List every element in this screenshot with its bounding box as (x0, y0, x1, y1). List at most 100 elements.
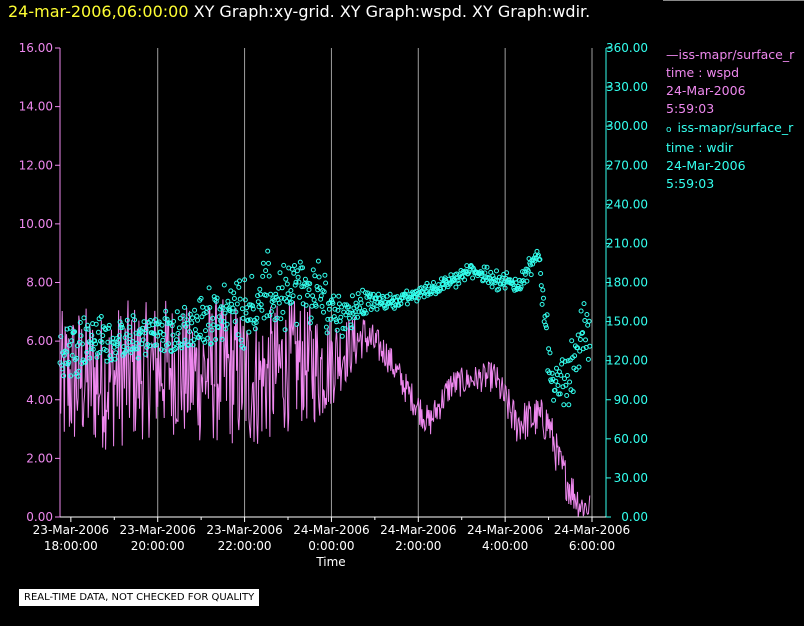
x-tick-time: 20:00:00 (131, 539, 185, 553)
wdir-point (455, 278, 461, 283)
wdir-point (481, 264, 487, 270)
wdir-point (282, 327, 288, 333)
x-tick-date: 24-Mar-2006 (554, 523, 630, 537)
y-left-tick-label: 6.00 (26, 334, 53, 348)
wdir-point (112, 356, 118, 362)
wdir-point (213, 298, 219, 304)
wdir-point (74, 343, 80, 349)
wdir-point (77, 320, 83, 325)
y-right-tick-label: 330.00 (606, 80, 648, 94)
wdir-point (61, 373, 67, 379)
wdir-point (209, 327, 215, 333)
wdir-point (540, 287, 546, 293)
wdir-point (100, 333, 106, 339)
wdir-point (453, 284, 459, 290)
wdir-point (293, 279, 299, 285)
wdir-point (194, 313, 200, 319)
wdir-point (448, 272, 454, 278)
chart-grid (157, 48, 593, 517)
wdir-point (323, 280, 329, 286)
x-axis-title: Time (315, 555, 345, 569)
wdir-point (570, 389, 576, 395)
wdir-point (239, 306, 245, 312)
wdir-point (237, 296, 243, 302)
wdir-point (124, 317, 130, 323)
wdir-point (582, 318, 588, 323)
wdir-point (312, 273, 318, 279)
wdir-point (273, 291, 279, 297)
wdir-point (79, 341, 85, 347)
legend-wspd-date: 24-Mar-2006 (666, 83, 746, 98)
wdir-point (93, 321, 99, 327)
wdir-point (158, 347, 164, 353)
wdir-point (134, 346, 140, 352)
wdir-point (288, 288, 294, 293)
wdir-point (242, 297, 248, 303)
wdir-point (231, 290, 237, 296)
wdir-point (368, 291, 373, 297)
wdir-point (564, 373, 570, 378)
wdir-point (74, 355, 80, 361)
wdir-point (553, 378, 559, 384)
wdir-point (333, 317, 339, 322)
wdir-point (362, 290, 368, 296)
legend-wdir-date: 24-Mar-2006 (666, 158, 746, 173)
wdir-point (538, 283, 544, 289)
x-tick-date: 23-Mar-2006 (33, 523, 109, 537)
wdir-point (207, 305, 213, 310)
wdir-point (163, 308, 169, 314)
wdir-point (225, 298, 231, 304)
wdir-point (58, 334, 64, 339)
wdir-point (319, 303, 325, 309)
y-left-tick-label: 16.00 (19, 41, 53, 55)
y-right-tick-label: 300.00 (606, 119, 648, 133)
wdir-point (240, 315, 246, 321)
legend-wspd: —iss-mapr/surface_r time : wspd 24-Mar-2… (666, 46, 794, 118)
wdir-point (219, 336, 225, 342)
wdir-point (119, 322, 124, 328)
wdir-point (134, 340, 140, 346)
wdir-point (561, 402, 567, 408)
wdir-point (549, 370, 555, 376)
wdir-point (528, 272, 534, 278)
wdir-point (404, 288, 410, 294)
title-graphs: XY Graph:xy-grid. XY Graph:wspd. XY Grap… (193, 2, 591, 21)
wdir-point (322, 272, 328, 278)
y-left-tick-label: 2.00 (26, 451, 53, 465)
wdir-point (439, 281, 445, 287)
wdir-point (584, 312, 590, 317)
wdir-point (195, 317, 200, 323)
wdir-point (328, 316, 334, 322)
wdir-point (64, 349, 69, 355)
wdir-point (300, 265, 305, 271)
wdir-point (265, 248, 271, 254)
wdir-point (128, 350, 134, 355)
wdir-point (577, 348, 583, 354)
wdir-point (243, 310, 249, 316)
y-right-tick-label: 150.00 (606, 315, 648, 329)
wdir-point (554, 365, 559, 371)
wdir-point (317, 285, 323, 291)
wdir-point (268, 291, 274, 297)
wdir-point (295, 274, 301, 280)
wdir-point (340, 325, 346, 331)
wdir-point (236, 284, 242, 290)
wdir-point (339, 333, 345, 339)
wdir-point (387, 291, 393, 297)
wdir-point (334, 327, 340, 333)
x-tick-date: 23-Mar-2006 (206, 523, 282, 537)
legend-wdir-time: 5:59:03 (666, 176, 715, 191)
wdir-point (324, 330, 330, 336)
wdir-point (303, 302, 309, 308)
legend-wdir-series: time : wdir (666, 140, 734, 155)
x-tick-time: 0:00:00 (308, 539, 354, 553)
wdir-point (573, 367, 579, 373)
wdir-point (190, 342, 196, 348)
wdir-point (525, 268, 531, 274)
wdir-point (562, 376, 567, 382)
wdir-point (330, 300, 336, 306)
quality-notice: REAL-TIME DATA, NOT CHECKED FOR QUALITY (19, 589, 260, 606)
wdir-point (292, 263, 297, 268)
wdir-point (204, 305, 210, 311)
